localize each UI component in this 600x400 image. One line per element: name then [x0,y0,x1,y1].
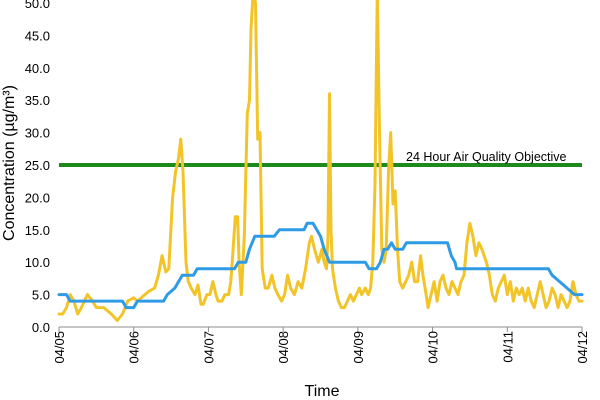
series-line-yellow [57,0,584,322]
x-tick-label: 04/09 [351,331,366,364]
y-tick-label: 50.0 [25,0,50,11]
x-tick-label: 04/11 [500,331,515,363]
y-tick-label: 10.0 [25,255,50,270]
series-line-blue [57,221,584,310]
x-tick-label: 04/07 [201,331,216,364]
x-tick-label: 04/05 [52,331,67,364]
y-tick-label: 20.0 [25,190,50,205]
series-layer [57,0,584,322]
y-axis-ticks: 0.0 5.0 10.0 15.0 20.0 25.0 30.0 35.0 40.0 45.0 50… [25,0,50,335]
x-axis-ticks: 04/05 04/06 04/07 04/08 04/09 04/10 04/11 04/12 [52,327,590,364]
y-tick-label: 15.0 [25,223,50,238]
x-tick-label: 04/12 [575,331,590,364]
x-axis-title: Time [305,383,340,400]
annotation-label: 24 Hour Air Quality Objective [406,150,567,164]
x-tick-label: 04/08 [276,331,291,364]
x-tick-label: 04/06 [127,331,142,364]
x-tick-label: 04/10 [426,331,441,364]
y-tick-label: 45.0 [25,28,50,43]
y-tick-label: 0.0 [32,320,50,335]
y-tick-label: 25.0 [25,158,50,173]
y-tick-label: 5.0 [32,288,50,303]
y-tick-label: 35.0 [25,93,50,108]
y-tick-label: 30.0 [25,126,50,141]
y-axis-title: Concentration (µg/m³) [1,85,18,241]
y-tick-label: 40.0 [25,61,50,76]
